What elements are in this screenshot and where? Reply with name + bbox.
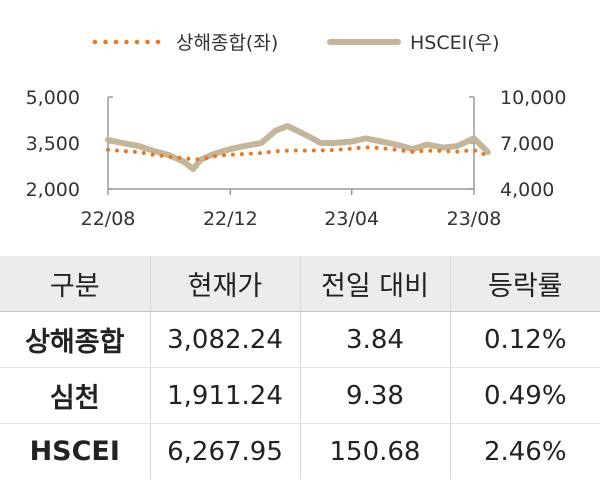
x-tick-label: 23/08	[447, 208, 502, 230]
row-change: 3.84	[299, 311, 450, 368]
header-price: 현재가	[149, 256, 300, 312]
chart-axes: 5,000 3,500 2,000 10,000 7,000 4,000 22/08 22/1…	[26, 87, 567, 230]
chart-legend: 상해종합(좌) HSCEI(우)	[92, 32, 500, 54]
header-category: 구분	[0, 256, 150, 312]
row-price: 1,911.24	[149, 367, 300, 424]
x-tick-label: 22/12	[203, 208, 258, 230]
x-tick-label: 22/08	[81, 208, 136, 230]
series-line-shanghai	[106, 145, 490, 162]
left-tick-label: 2,000	[26, 179, 80, 201]
row-name: 상해종합	[0, 311, 150, 368]
table-row: 심천 1,911.24 9.38 0.49%	[0, 367, 600, 424]
x-tick-label: 23/04	[324, 208, 379, 230]
header-rate: 등락률	[449, 256, 600, 312]
market-table: 구분 현재가 전일 대비 등락률 상해종합 3,082.24 3.84 0.12…	[0, 256, 600, 479]
row-rate: 2.46%	[449, 423, 600, 479]
row-rate: 0.49%	[449, 367, 600, 424]
row-price: 6,267.95	[149, 423, 300, 479]
table-header-row: 구분 현재가 전일 대비 등락률	[0, 256, 600, 312]
right-tick-label: 10,000	[500, 87, 566, 109]
right-tick-label: 7,000	[500, 133, 554, 155]
legend-label-hscei: HSCEI(우)	[410, 32, 500, 54]
row-price: 3,082.24	[149, 311, 300, 368]
left-tick-label: 3,500	[26, 133, 80, 155]
row-name: HSCEI	[29, 436, 120, 467]
table-row: 상해종합 3,082.24 3.84 0.12%	[0, 311, 600, 368]
line-chart: 상해종합(좌) HSCEI(우) 5,000 3,500 2,000 10,000 7,…	[26, 32, 567, 230]
row-change: 150.68	[299, 423, 450, 479]
row-name: 심천	[0, 367, 150, 424]
row-rate: 0.12%	[449, 311, 600, 368]
legend-label-shanghai: 상해종합(좌)	[176, 32, 278, 54]
row-change: 9.38	[299, 367, 450, 424]
right-tick-label: 4,000	[500, 179, 554, 201]
table-row: HSCEI 6,267.95 150.68 2.46%	[0, 423, 600, 479]
header-change: 전일 대비	[299, 256, 450, 312]
chart-series	[105, 123, 491, 173]
series-line-hscei	[105, 123, 491, 173]
left-tick-label: 5,000	[26, 87, 80, 109]
